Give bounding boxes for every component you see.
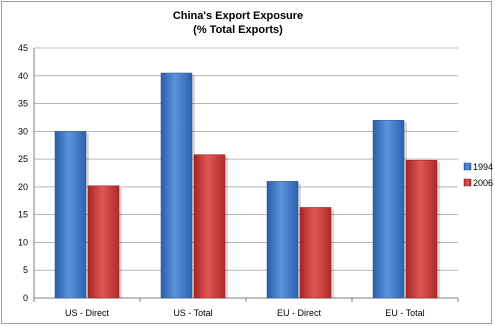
bar-2006-2 bbox=[299, 207, 332, 299]
y-tick-label: 40 bbox=[18, 71, 28, 81]
legend: 1994 2006 bbox=[463, 162, 493, 188]
bar-1994-3 bbox=[372, 119, 405, 299]
y-tick-label: 10 bbox=[18, 237, 28, 247]
x-tick-label: EU - Direct bbox=[277, 308, 322, 318]
bar-1994-0 bbox=[54, 131, 87, 299]
legend-swatch-1994 bbox=[463, 162, 472, 171]
bars bbox=[54, 72, 440, 299]
x-tick-label: US - Total bbox=[173, 308, 212, 318]
y-tick-label: 25 bbox=[18, 154, 28, 164]
bar-2006-0 bbox=[87, 185, 120, 299]
y-tick-label: 30 bbox=[18, 126, 28, 136]
y-tick-label: 20 bbox=[18, 182, 28, 192]
x-tick-label: EU - Total bbox=[385, 308, 424, 318]
y-tick-label: 45 bbox=[18, 43, 28, 53]
chart-title: China's Export Exposure bbox=[173, 10, 303, 22]
y-axis: 0 5 10 15 20 25 30 35 40 45 bbox=[18, 43, 35, 303]
bar-2006-1 bbox=[193, 154, 226, 299]
y-tick-label: 15 bbox=[18, 210, 28, 220]
y-tick-label: 5 bbox=[23, 265, 28, 275]
y-tick-label: 0 bbox=[23, 293, 28, 303]
x-axis: US - Direct US - Total EU - Direct EU - Tot… bbox=[33, 298, 459, 318]
legend-swatch-2006 bbox=[463, 178, 472, 187]
legend-label-2006: 2006 bbox=[473, 178, 493, 188]
legend-label-1994: 1994 bbox=[473, 162, 493, 172]
bar-1994-2 bbox=[266, 181, 299, 299]
x-tick-label: US - Direct bbox=[65, 308, 110, 318]
bar-1994-1 bbox=[160, 72, 193, 299]
y-tick-label: 35 bbox=[18, 99, 28, 109]
bar-2006-3 bbox=[405, 159, 438, 299]
chart-subtitle: (% Total Exports) bbox=[193, 24, 283, 36]
